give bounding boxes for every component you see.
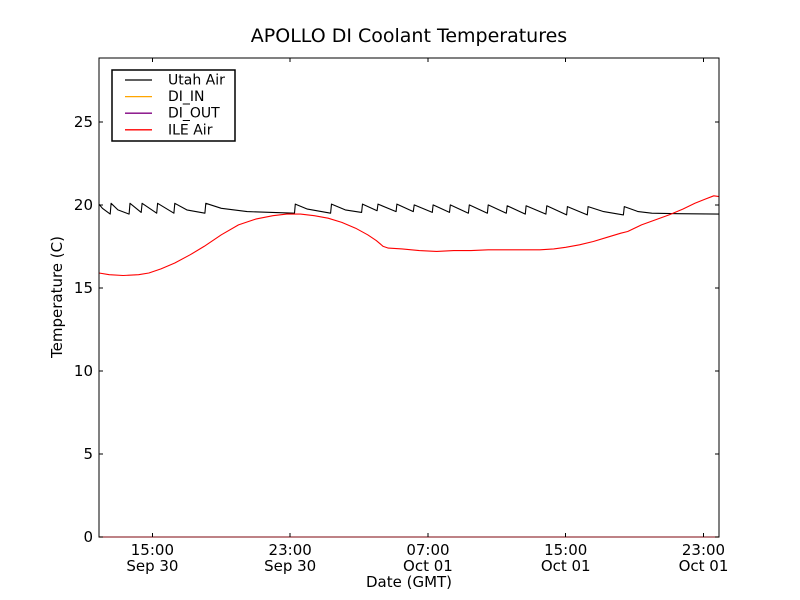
y-tick-label: 20 xyxy=(74,196,93,214)
legend-label-di-in: DI_IN xyxy=(168,89,205,105)
x-tick-time-label: 07:00 xyxy=(406,541,449,559)
series-line-ile-air xyxy=(98,195,720,277)
legend-label-ile-air: ILE Air xyxy=(168,122,213,138)
x-tick-time-label: 23:00 xyxy=(682,541,725,559)
y-axis-label: Temperature (C) xyxy=(48,236,66,359)
x-tick-date-label: Oct 01 xyxy=(541,557,591,575)
legend-label-di-out: DI_OUT xyxy=(168,106,220,122)
axis-ticks xyxy=(99,58,719,538)
legend-label-utah-air: Utah Air xyxy=(168,73,225,89)
y-tick-label: 25 xyxy=(74,113,93,131)
x-tick-date-label: Sep 30 xyxy=(264,557,316,575)
y-tick-label: 10 xyxy=(74,362,93,380)
x-tick-time-label: 15:00 xyxy=(544,541,587,559)
y-tick-labels: 0 5 10 15 20 25 xyxy=(74,113,93,546)
x-tick-date-label: Oct 01 xyxy=(403,557,453,575)
series-line-utah-air xyxy=(98,202,720,216)
x-tick-date-label: Sep 30 xyxy=(126,557,178,575)
y-tick-label: 5 xyxy=(83,445,93,463)
chart-title: APOLLO DI Coolant Temperatures xyxy=(251,25,567,47)
x-tick-date-label: Oct 01 xyxy=(679,557,729,575)
y-tick-label: 0 xyxy=(83,528,93,546)
x-axis-label: Date (GMT) xyxy=(366,573,452,591)
series-lines xyxy=(98,195,720,538)
y-tick-label: 15 xyxy=(74,279,93,297)
x-tick-time-label: 15:00 xyxy=(131,541,174,559)
x-tick-time-label: 23:00 xyxy=(269,541,312,559)
plot-frame xyxy=(98,57,720,538)
